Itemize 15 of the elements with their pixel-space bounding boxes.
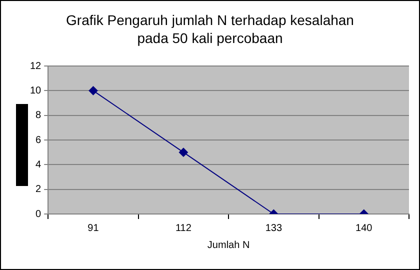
point — [178, 148, 188, 157]
y-tick-label: 4 — [36, 159, 42, 170]
y-tick-label: 10 — [30, 85, 42, 96]
chart-title: Grafik Pengaruh jumlah N terhadap kesalahan pada 50 kali percobaan — [65, 11, 355, 48]
x-tick-label: 112 — [175, 222, 192, 234]
x-tick-label: 140 — [356, 222, 373, 234]
point — [88, 86, 98, 96]
y-tick-label: 2 — [36, 184, 42, 196]
y-tick-label: 0 — [36, 208, 42, 220]
x-tick-label: 91 — [88, 222, 100, 234]
y-tick-label: 8 — [36, 110, 42, 122]
x-axis-title: Jumlah N — [207, 240, 250, 251]
y-tick-label: 6 — [36, 134, 42, 146]
y-tick-label: 12 — [30, 60, 42, 72]
x-tick-label: 133 — [265, 222, 282, 234]
